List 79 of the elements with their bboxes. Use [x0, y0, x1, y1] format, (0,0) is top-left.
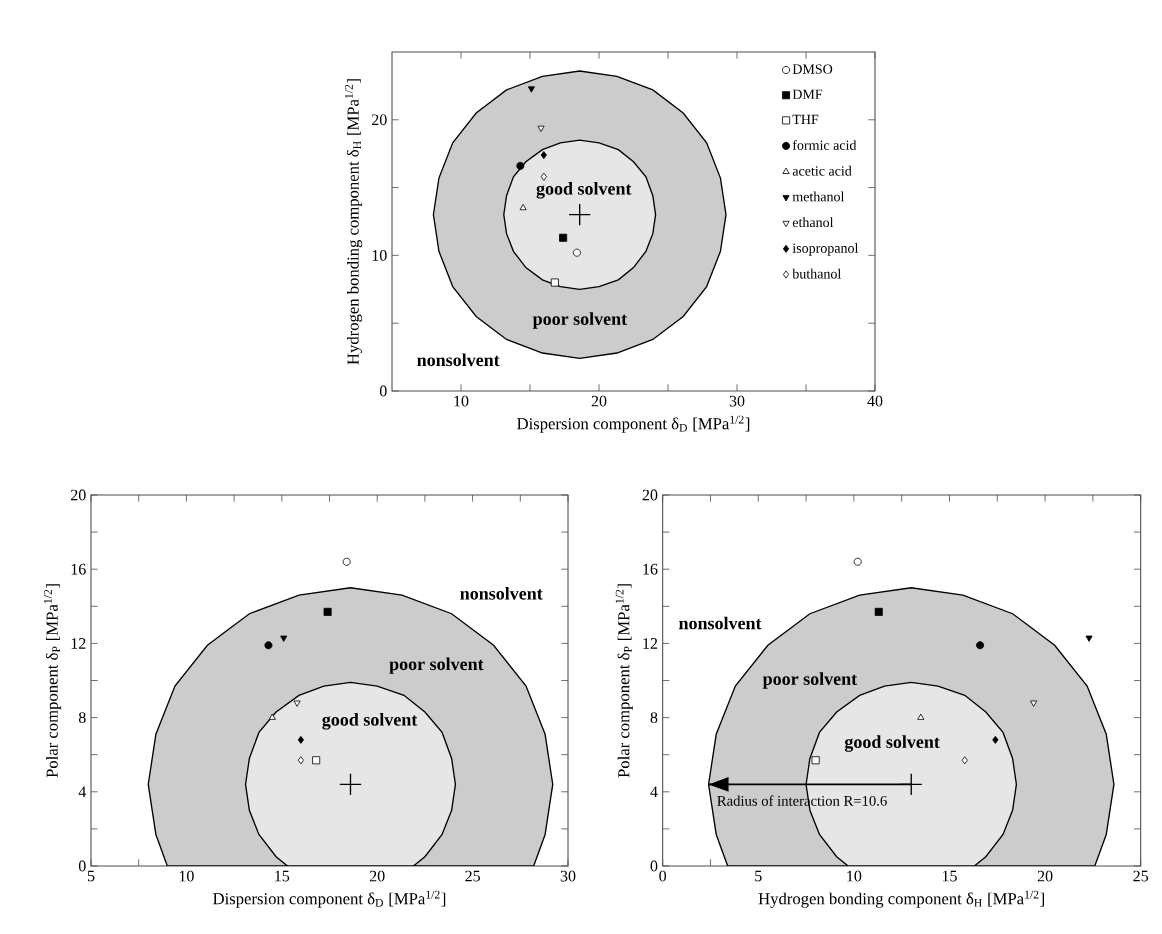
y-tick-label: 16 [71, 563, 86, 575]
y-tick-label: 0 [650, 860, 658, 872]
y-tick-label: 20 [642, 489, 658, 501]
x-tick-label: 0 [659, 870, 667, 882]
x-tick-label: 15 [275, 870, 290, 882]
y-tick-label: 0 [379, 385, 387, 397]
point [297, 735, 304, 744]
point [961, 756, 968, 765]
y-axis-title: Hydrogen bonding component δ$_{H}$ [MPa$^{1/2}$] [345, 79, 363, 365]
x-tick-label: 10 [454, 395, 469, 407]
point [537, 125, 545, 132]
point [516, 161, 525, 170]
annotation: good solvent [844, 735, 940, 752]
y-tick-label: 8 [650, 712, 658, 723]
point [559, 233, 568, 242]
y-tick-label: 10 [372, 249, 387, 261]
point [917, 713, 925, 720]
point [312, 756, 321, 765]
x-tick-label: 40 [867, 395, 883, 407]
legend-label: formic acid [792, 139, 857, 150]
y-axis-title: Polar component δ$_{P}$ [MPa$^{1/2}$] [615, 584, 633, 778]
y-tick-label: 12 [643, 638, 658, 649]
y-axis-title: Polar component δ$_{P}$ [MPa$^{1/2}$] [44, 584, 62, 778]
point [572, 248, 581, 257]
x-axis-title: Hydrogen bonding component δ$_{H}$ [MPa$^{1/2}$] [758, 890, 1044, 908]
x-tick-label: 15 [942, 870, 957, 882]
legend-label: ethanol [792, 217, 834, 228]
x-tick-label: 5 [87, 870, 95, 882]
legend-label: isopropanol [792, 242, 859, 256]
legend-label: DMF [792, 89, 823, 99]
y-tick-label: 0 [78, 860, 86, 872]
legend-label: THF [792, 114, 819, 124]
point [293, 700, 301, 707]
x-tick-label: 20 [591, 395, 607, 407]
x-tick-label: 20 [1037, 870, 1053, 882]
point [811, 756, 820, 765]
point [874, 607, 883, 616]
y-tick-label: 20 [372, 114, 387, 126]
legend-label: buthanol [792, 268, 842, 279]
annotation: poor solvent [532, 312, 628, 329]
annotation: nonsolvent [417, 353, 500, 367]
annotation: good solvent [536, 182, 632, 199]
point [323, 607, 332, 616]
point [268, 713, 276, 720]
x-tick-label: 30 [560, 870, 576, 882]
point [992, 735, 999, 744]
y-tick-label: 4 [78, 786, 87, 798]
point [1030, 700, 1038, 707]
point [540, 172, 547, 181]
point [297, 756, 304, 765]
point [519, 203, 527, 211]
y-tick-label: 12 [71, 638, 86, 649]
legend-label: DMSO [792, 64, 833, 74]
point [550, 278, 559, 287]
annotation: nonsolvent [460, 586, 543, 600]
annotation: nonsolvent [679, 616, 762, 630]
point [540, 151, 547, 160]
x-axis-title: Dispersion component δ$_{D}$ [MPa$^{1/2}$] [517, 415, 750, 433]
x-tick-label: 10 [179, 870, 194, 882]
x-tick-label: 5 [755, 870, 762, 882]
annotation: good solvent [322, 713, 418, 730]
x-axis-title: Dispersion component δ$_{D}$ [MPa$^{1/2}$] [213, 890, 446, 908]
y-tick-label: 16 [643, 563, 658, 575]
x-tick-label: 25 [465, 870, 480, 882]
annotation: poor solvent [389, 657, 484, 674]
point [264, 641, 273, 650]
point [527, 86, 535, 93]
point [976, 641, 985, 650]
x-tick-label: 25 [1133, 870, 1149, 882]
legend-label: acetic acid [792, 165, 852, 176]
legend-label: methanol [792, 191, 845, 202]
y-tick-label: 4 [650, 786, 658, 798]
point [280, 635, 288, 642]
point [1085, 635, 1093, 642]
y-tick-label: 20 [71, 489, 86, 501]
x-tick-label: 10 [847, 870, 862, 882]
annotation: poor solvent [762, 672, 858, 689]
x-tick-label: 30 [729, 395, 745, 407]
y-tick-label: 8 [78, 712, 86, 723]
